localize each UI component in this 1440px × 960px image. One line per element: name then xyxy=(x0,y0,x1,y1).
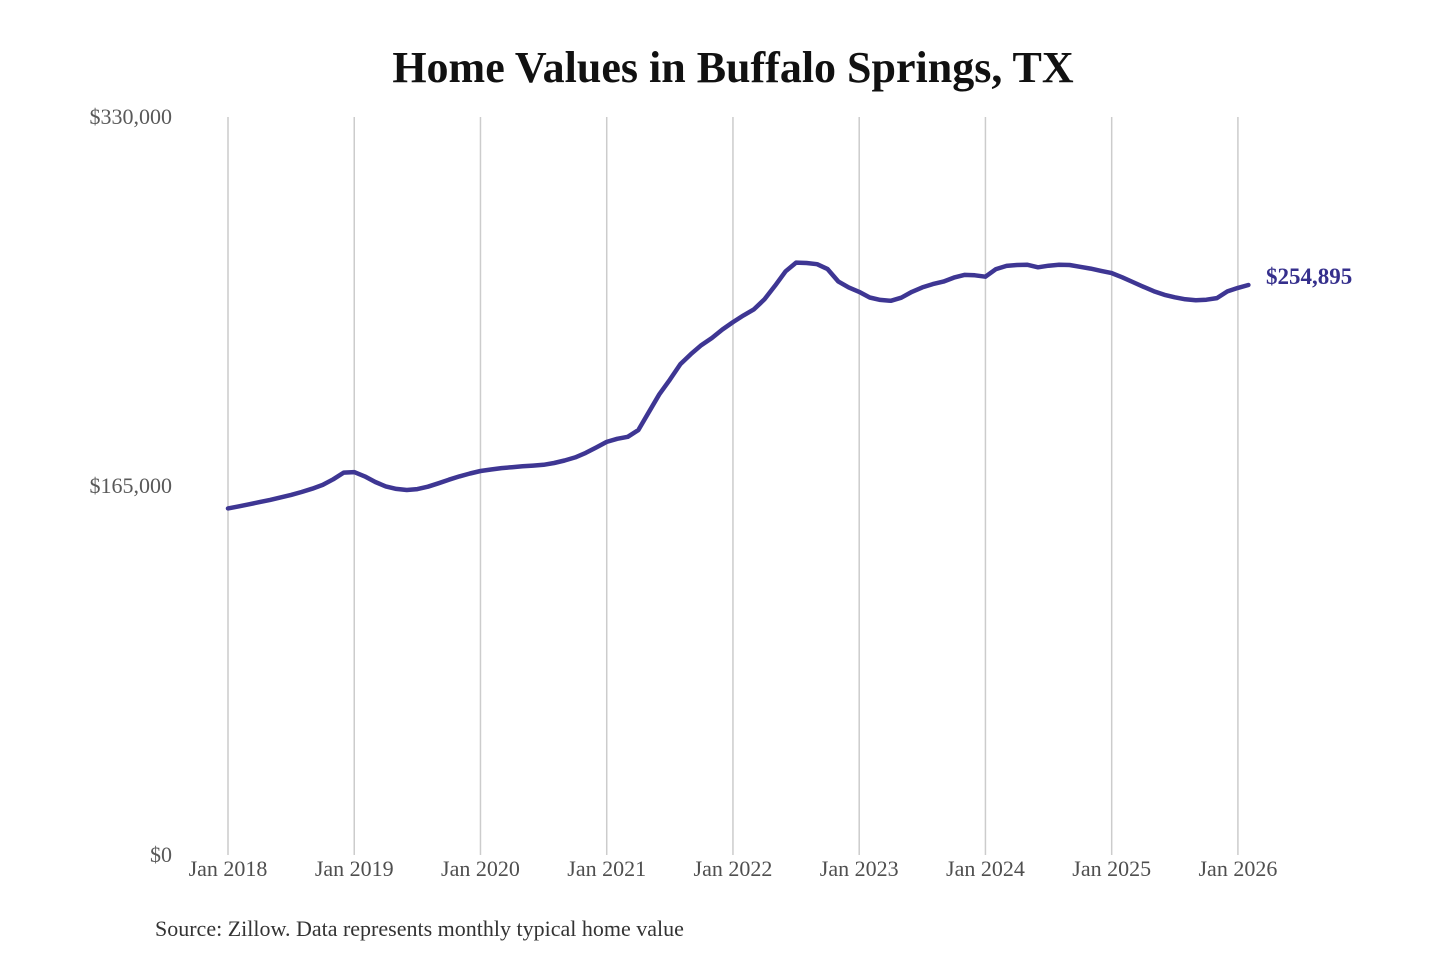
home-value-line-series xyxy=(225,260,1251,511)
y-tick-330000: $330,000 xyxy=(89,104,173,129)
x-tick-jan-2020: Jan 2020 xyxy=(441,856,520,881)
x-tick-jan-2024: Jan 2024 xyxy=(946,856,1025,881)
x-tick-jan-2019: Jan 2019 xyxy=(314,856,394,881)
year-gridlines xyxy=(227,117,1239,855)
source-note: Source: Zillow. Data represents monthly … xyxy=(155,916,684,941)
x-tick-jan-2018: Jan 2018 xyxy=(188,856,268,881)
y-tick-165000: $165,000 xyxy=(89,473,173,498)
x-tick-jan-2023: Jan 2023 xyxy=(819,856,899,881)
x-tick-jan-2025: Jan 2025 xyxy=(1072,856,1152,881)
x-tick-jan-2021: Jan 2021 xyxy=(567,856,647,881)
y-tick-0: $0 xyxy=(150,842,172,867)
latest-value-label: $254,895 xyxy=(1266,264,1353,289)
chart-title: Home Values in Buffalo Springs, TX xyxy=(392,43,1074,92)
x-tick-jan-2026: Jan 2026 xyxy=(1198,856,1278,881)
x-tick-jan-2022: Jan 2022 xyxy=(693,856,773,881)
